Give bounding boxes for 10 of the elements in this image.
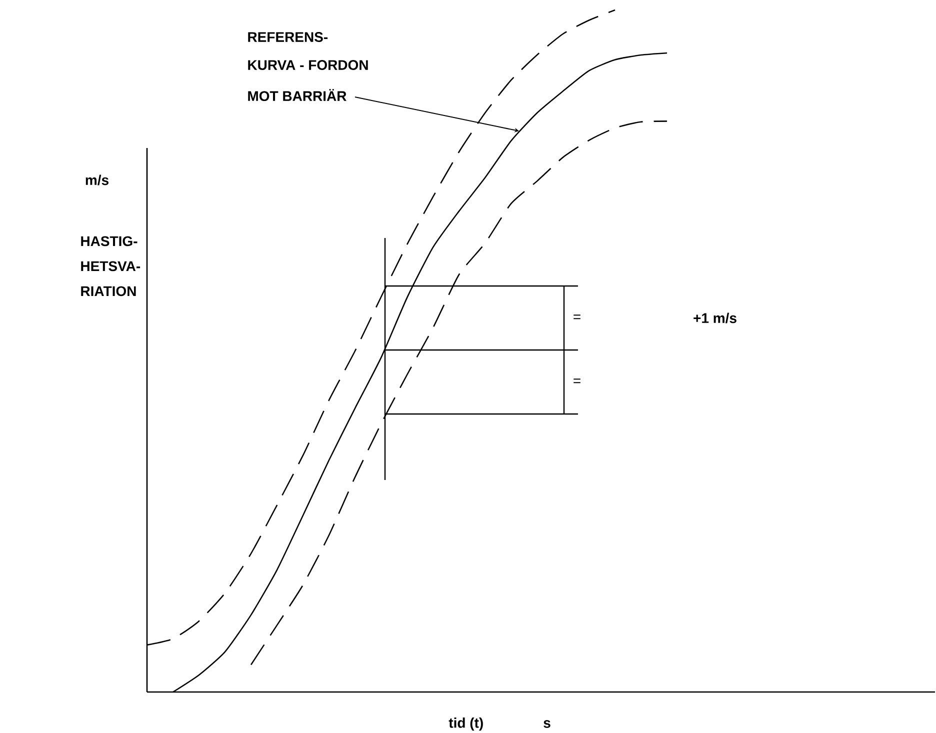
- text: m/s: [86, 174, 108, 186]
- y-axis-title: HASTIG-HETSVA-RIATION: [81, 236, 140, 296]
- annotation: =: [574, 378, 580, 384]
- x-axis-title: tid (t): [448, 718, 483, 731]
- annotation: KURVA - FORDON: [248, 60, 368, 70]
- text: +1 m/s: [694, 312, 736, 324]
- annotation: =: [574, 314, 580, 320]
- annotation: MOT BARRIÄR: [248, 88, 346, 102]
- annotation: REFERENS-: [248, 32, 328, 42]
- text: s: [544, 720, 550, 728]
